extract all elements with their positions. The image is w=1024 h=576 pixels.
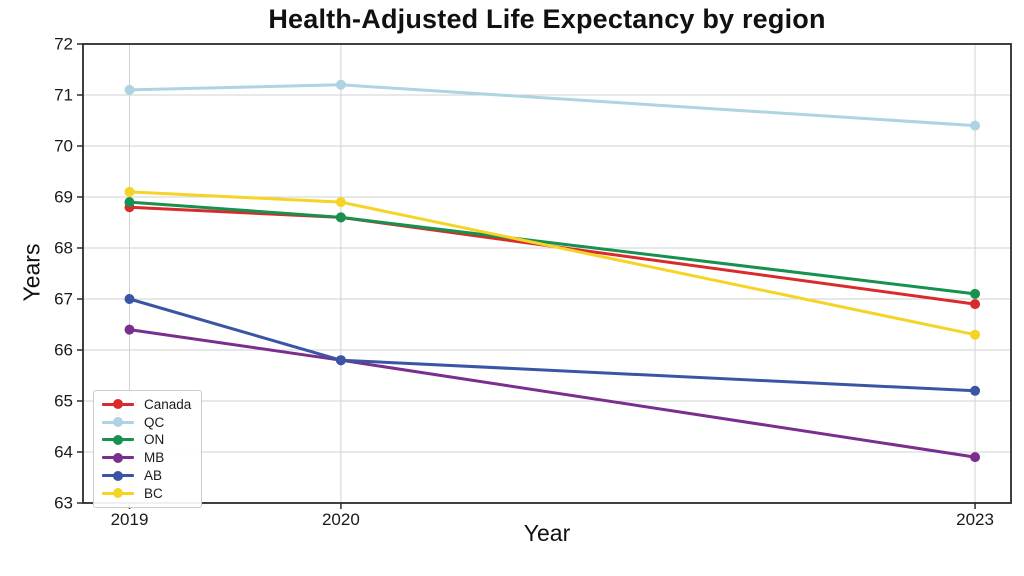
data-point-qc — [970, 120, 981, 131]
legend-marker-icon — [102, 486, 134, 500]
legend-label: QC — [144, 414, 165, 430]
x-tick-label: 2019 — [111, 510, 149, 529]
data-point-mb — [124, 324, 135, 335]
chart-title: Health-Adjusted Life Expectancy by regio… — [268, 4, 826, 34]
data-point-on — [124, 197, 135, 208]
legend-item-canada: Canada — [102, 396, 191, 413]
legend-label: BC — [144, 485, 163, 501]
legend-marker-icon — [102, 451, 134, 465]
legend-item-qc: QC — [102, 414, 191, 431]
y-tick-label: 69 — [54, 188, 73, 207]
series-line-mb — [128, 328, 977, 459]
y-tick-label: 65 — [54, 392, 73, 411]
data-point-on — [970, 288, 981, 299]
legend-marker-icon — [102, 397, 134, 411]
data-point-qc — [124, 84, 135, 95]
y-tick-label: 67 — [54, 290, 73, 309]
series-line-ab — [128, 297, 977, 393]
y-tick-label: 64 — [54, 443, 73, 462]
legend-item-ab: AB — [102, 467, 191, 484]
legend-item-mb: MB — [102, 449, 191, 466]
x-tick-label: 2020 — [322, 510, 360, 529]
data-point-mb — [970, 452, 981, 463]
axes-frame — [82, 43, 1012, 504]
data-point-ab — [970, 385, 981, 396]
legend-marker-icon — [102, 415, 134, 429]
y-tick-label: 72 — [54, 35, 73, 54]
data-point-canada — [970, 299, 981, 310]
series-line-canada — [128, 205, 977, 306]
y-tick-label: 63 — [54, 494, 73, 513]
legend-label: AB — [144, 468, 163, 484]
legend: Canada QC ON MB AB BC — [93, 390, 203, 508]
data-point-bc — [970, 329, 981, 340]
y-tick-label: 68 — [54, 239, 73, 258]
legend-marker-icon — [102, 433, 134, 447]
legend-marker-icon — [102, 469, 134, 483]
series-line-qc — [128, 83, 977, 128]
legend-label: MB — [144, 450, 165, 466]
legend-label: Canada — [144, 396, 192, 412]
x-tick-label: 2023 — [956, 510, 994, 529]
data-point-ab — [124, 294, 135, 304]
legend-item-bc: BC — [102, 485, 191, 502]
data-point-bc — [335, 197, 346, 208]
data-point-qc — [335, 79, 346, 90]
data-point-ab — [335, 355, 346, 366]
y-tick-label: 70 — [54, 137, 73, 156]
data-point-bc — [124, 186, 135, 197]
legend-item-on: ON — [102, 432, 191, 449]
legend-label: ON — [144, 432, 165, 448]
y-tick-label: 66 — [54, 341, 73, 360]
data-point-on — [335, 212, 346, 223]
x-axis-label: Year — [523, 520, 571, 546]
y-tick-label: 71 — [54, 86, 73, 105]
